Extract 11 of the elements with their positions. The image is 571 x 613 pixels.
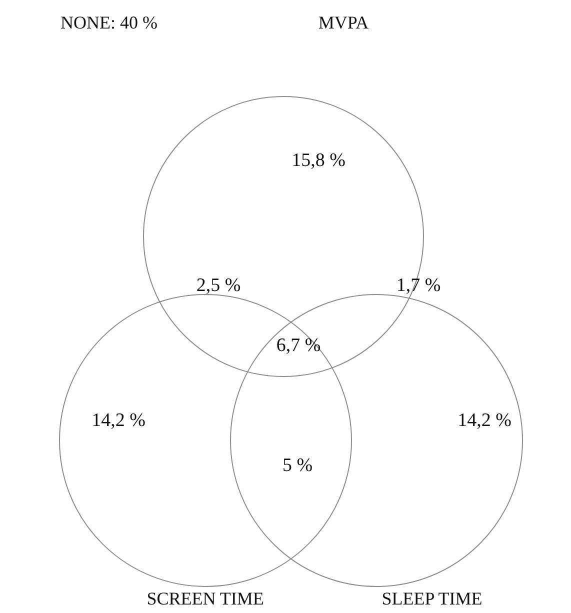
data-label: 1,7 %: [396, 275, 441, 296]
data-label: 5 %: [282, 455, 313, 476]
text: SLEEP TIME: [382, 588, 482, 608]
data-label: 14,2 %: [92, 410, 146, 431]
data-label: 15,8 %: [292, 150, 346, 171]
text: NONE: 40 %: [60, 12, 158, 32]
text: MVPA: [318, 12, 369, 32]
data-label: 6,7 %: [276, 335, 321, 356]
data-label: 14,2 %: [458, 410, 512, 431]
text: SCREEN TIME: [146, 588, 264, 608]
data-label: 2,5 %: [196, 275, 241, 296]
